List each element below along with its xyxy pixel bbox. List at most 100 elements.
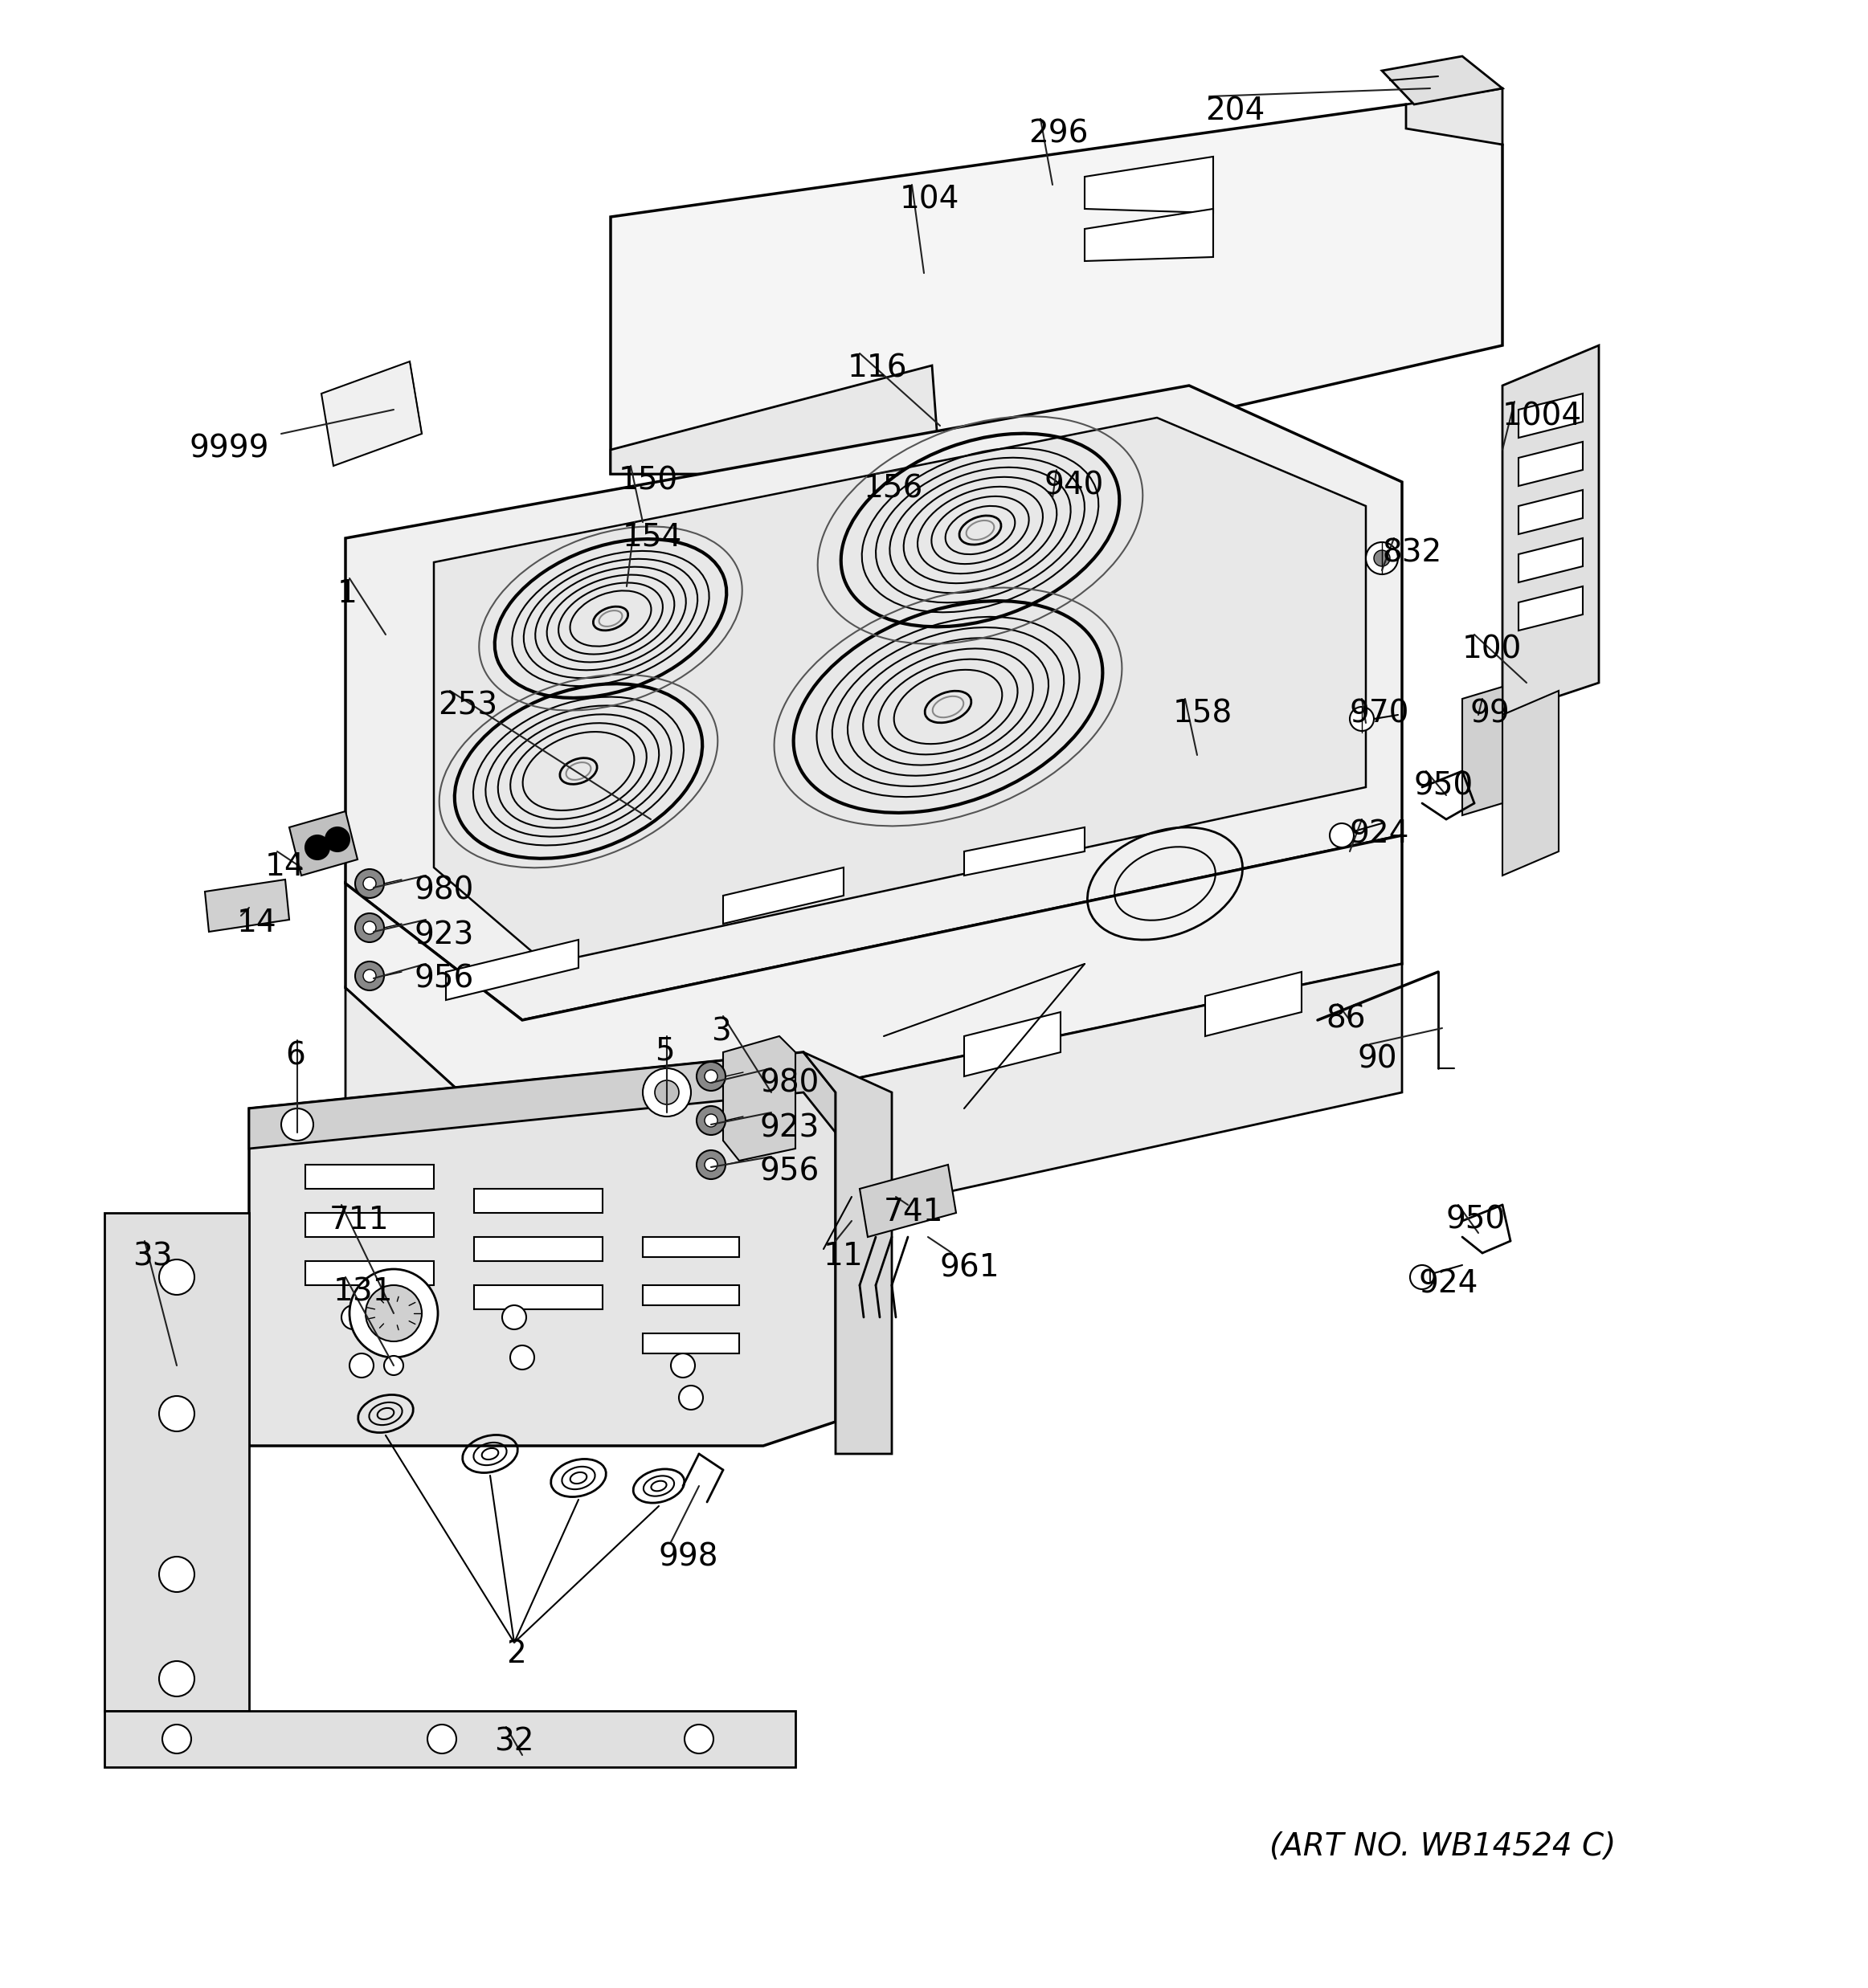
Bar [474,1189,603,1213]
Text: 741: 741 [884,1197,943,1227]
Polygon shape [248,1052,835,1149]
Polygon shape [611,366,940,473]
Polygon shape [205,879,290,932]
Text: 86: 86 [1326,1004,1366,1034]
Text: 5: 5 [656,1036,674,1068]
Circle shape [704,1159,717,1171]
Polygon shape [803,1052,891,1453]
Polygon shape [458,1133,555,1197]
Circle shape [1351,708,1373,732]
Polygon shape [346,835,1403,1149]
Circle shape [342,1306,366,1330]
Text: 1004: 1004 [1502,402,1582,431]
Circle shape [697,1062,725,1091]
Text: 923: 923 [415,920,473,950]
Text: 924: 924 [1418,1268,1478,1300]
Text: 980: 980 [415,875,473,907]
Text: 253: 253 [437,690,497,722]
Text: 950: 950 [1446,1205,1506,1235]
Text: 14: 14 [237,909,276,938]
Text: 923: 923 [758,1113,818,1143]
Polygon shape [964,1012,1061,1076]
Text: 100: 100 [1463,634,1522,666]
Text: 104: 104 [900,185,960,215]
Circle shape [671,1354,695,1378]
Circle shape [428,1724,456,1753]
Text: 99: 99 [1470,700,1509,730]
Circle shape [349,1268,437,1358]
Text: 156: 156 [863,473,923,505]
Circle shape [697,1151,725,1179]
Circle shape [159,1662,194,1696]
Circle shape [349,1354,374,1378]
Circle shape [163,1724,191,1753]
Polygon shape [1519,586,1582,630]
Bar [643,1334,740,1354]
Bar [304,1213,433,1237]
Polygon shape [105,1712,796,1767]
Circle shape [697,1105,725,1135]
Polygon shape [1502,346,1599,716]
Text: 970: 970 [1351,700,1410,730]
Text: 154: 154 [622,523,682,553]
Polygon shape [1085,209,1212,260]
Circle shape [510,1346,534,1370]
Text: 956: 956 [415,964,473,994]
Circle shape [366,1284,422,1342]
Polygon shape [248,1052,835,1445]
Circle shape [159,1260,194,1294]
Polygon shape [105,1213,248,1712]
Polygon shape [1463,686,1502,815]
Text: 32: 32 [495,1728,534,1757]
Text: 961: 961 [940,1252,999,1284]
Circle shape [159,1557,194,1592]
Text: 11: 11 [824,1241,863,1272]
Polygon shape [321,362,422,465]
Polygon shape [1407,87,1502,145]
Circle shape [355,962,385,990]
Text: 131: 131 [333,1276,394,1308]
Circle shape [502,1306,527,1330]
Circle shape [1373,551,1390,567]
Circle shape [362,970,375,982]
Polygon shape [611,105,1502,473]
Text: 158: 158 [1173,700,1233,730]
Bar [474,1284,603,1310]
Circle shape [643,1068,691,1117]
Polygon shape [1519,489,1582,535]
Circle shape [159,1396,194,1431]
Text: 33: 33 [133,1241,172,1272]
Bar [643,1284,740,1306]
Bar [474,1237,603,1260]
Circle shape [678,1386,702,1409]
Text: 956: 956 [758,1157,818,1187]
Circle shape [355,869,385,899]
Polygon shape [433,417,1366,964]
Text: 296: 296 [1029,119,1089,149]
Polygon shape [964,827,1085,875]
Text: 150: 150 [618,465,678,497]
Polygon shape [346,386,1403,1020]
Text: (ART NO. WB14524 C): (ART NO. WB14524 C) [1270,1831,1616,1863]
Polygon shape [1519,441,1582,485]
Circle shape [656,1079,678,1105]
Text: 9999: 9999 [189,433,269,465]
Text: 1: 1 [338,579,357,608]
Polygon shape [1205,972,1302,1036]
Circle shape [704,1113,717,1127]
Text: 711: 711 [329,1205,389,1235]
Circle shape [282,1109,314,1141]
Bar [304,1260,433,1284]
Text: 940: 940 [1044,469,1104,501]
Text: 980: 980 [758,1068,818,1099]
Text: 6: 6 [286,1040,304,1072]
Polygon shape [723,1060,820,1125]
Circle shape [355,912,385,942]
Polygon shape [1502,690,1558,875]
Text: 3: 3 [712,1016,730,1046]
Bar [643,1237,740,1256]
Circle shape [704,1070,717,1083]
Circle shape [684,1724,714,1753]
Text: 924: 924 [1351,819,1410,849]
Polygon shape [290,811,357,875]
